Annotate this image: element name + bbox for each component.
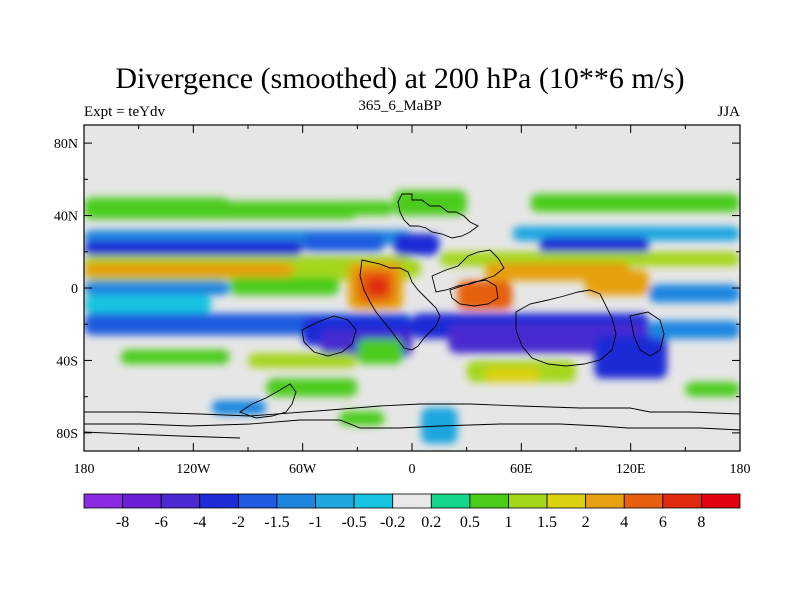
x-tick-label: 120E [616, 462, 646, 477]
field-cell [366, 277, 389, 296]
colorbar-label: -6 [155, 514, 168, 531]
colorbar-swatch [199, 493, 239, 509]
colorbar-swatch [585, 493, 625, 509]
field-cell [530, 193, 740, 212]
divergence-field [84, 190, 740, 444]
field-cell [339, 201, 394, 216]
field-cell [457, 280, 513, 310]
y-tick-label: 0 [71, 282, 78, 297]
colorbar-swatch [469, 493, 509, 509]
field-cell [120, 349, 230, 365]
colorbar-swatch [701, 493, 741, 509]
colorbar-swatch [508, 493, 548, 509]
field-cell [484, 367, 540, 383]
colorbar-label: -8 [116, 514, 129, 531]
colorbar-swatch [315, 493, 355, 509]
y-tick-label: 40N [54, 210, 78, 225]
colorbar-label: 2 [582, 514, 590, 531]
colorbar-swatch [122, 493, 162, 509]
chart-subtitle: 365_6_MaBP [358, 98, 442, 114]
colorbar-swatch [353, 493, 394, 509]
colorbar-label: 0.5 [460, 514, 480, 531]
field-cell [357, 338, 403, 365]
field-cell [302, 233, 385, 252]
field-cell [248, 353, 358, 368]
x-tick-label: 180 [74, 462, 95, 477]
colorbar-label: 6 [659, 514, 667, 531]
field-cell [84, 197, 230, 220]
colorbar-label: 0.2 [421, 514, 441, 531]
field-cell [211, 400, 267, 415]
colorbar-label: -1.5 [264, 514, 289, 531]
colorbar-swatch [623, 493, 664, 509]
field-cell [648, 320, 740, 339]
field-cell [648, 284, 740, 303]
y-tick-label: 80N [54, 137, 78, 152]
field-cell [229, 277, 340, 296]
x-tick-label: 60W [289, 462, 317, 477]
colorbar-label: 8 [697, 514, 705, 531]
colorbar: -8 -6 -4 -2 -1.5 -1 -0.5 -0.2 0.2 0.5 1 1.5 2 4 6 8 [83, 493, 741, 531]
field-cell [685, 382, 740, 397]
colorbar-swatch [430, 493, 471, 509]
colorbar-label: 4 [620, 514, 628, 531]
y-tick-label: 40S [56, 354, 78, 369]
field-cell [585, 269, 649, 296]
colorbar-swatch [237, 493, 278, 509]
coastline-outline [84, 193, 740, 439]
field-cell [266, 378, 358, 397]
field-cell [84, 262, 294, 278]
colorbar-swatch [546, 493, 587, 509]
x-tick-label: 180 [730, 462, 751, 477]
x-tick-label: 120W [176, 462, 211, 477]
colorbar-label: -1 [309, 514, 322, 531]
field-cell [193, 201, 358, 220]
field-cell [84, 240, 303, 256]
colorbar-label: 1 [504, 514, 512, 531]
colorbar-swatch [392, 493, 432, 509]
chart-title: Divergence (smoothed) at 200 hPa (10**6 … [115, 62, 685, 95]
colorbar-swatch [160, 493, 201, 509]
field-cell [84, 280, 230, 296]
colorbar-label: -0.2 [380, 514, 405, 531]
colorbar-swatch [83, 493, 123, 509]
colorbar-label: -2 [232, 514, 245, 531]
season-label: JJA [717, 104, 740, 120]
experiment-label: Expt = teYdv [84, 104, 165, 120]
colorbar-swatch [276, 493, 316, 509]
field-cell [393, 233, 440, 256]
x-axis: 180 120W 60W 0 60E 120E 180 [74, 125, 751, 477]
y-axis: 80N 40N 0 40S 80S [54, 137, 740, 442]
x-tick-label: 60E [510, 462, 533, 477]
colorbar-label: 1.5 [537, 514, 557, 531]
field-cell [594, 335, 668, 379]
y-tick-label: 80S [56, 427, 78, 442]
colorbar-label: -0.5 [341, 514, 366, 531]
colorbar-swatch [662, 493, 702, 509]
field-cell [539, 237, 649, 256]
field-cell [84, 295, 212, 314]
colorbar-label: -4 [193, 514, 206, 531]
field-cell [339, 411, 385, 426]
x-tick-label: 0 [409, 462, 416, 477]
